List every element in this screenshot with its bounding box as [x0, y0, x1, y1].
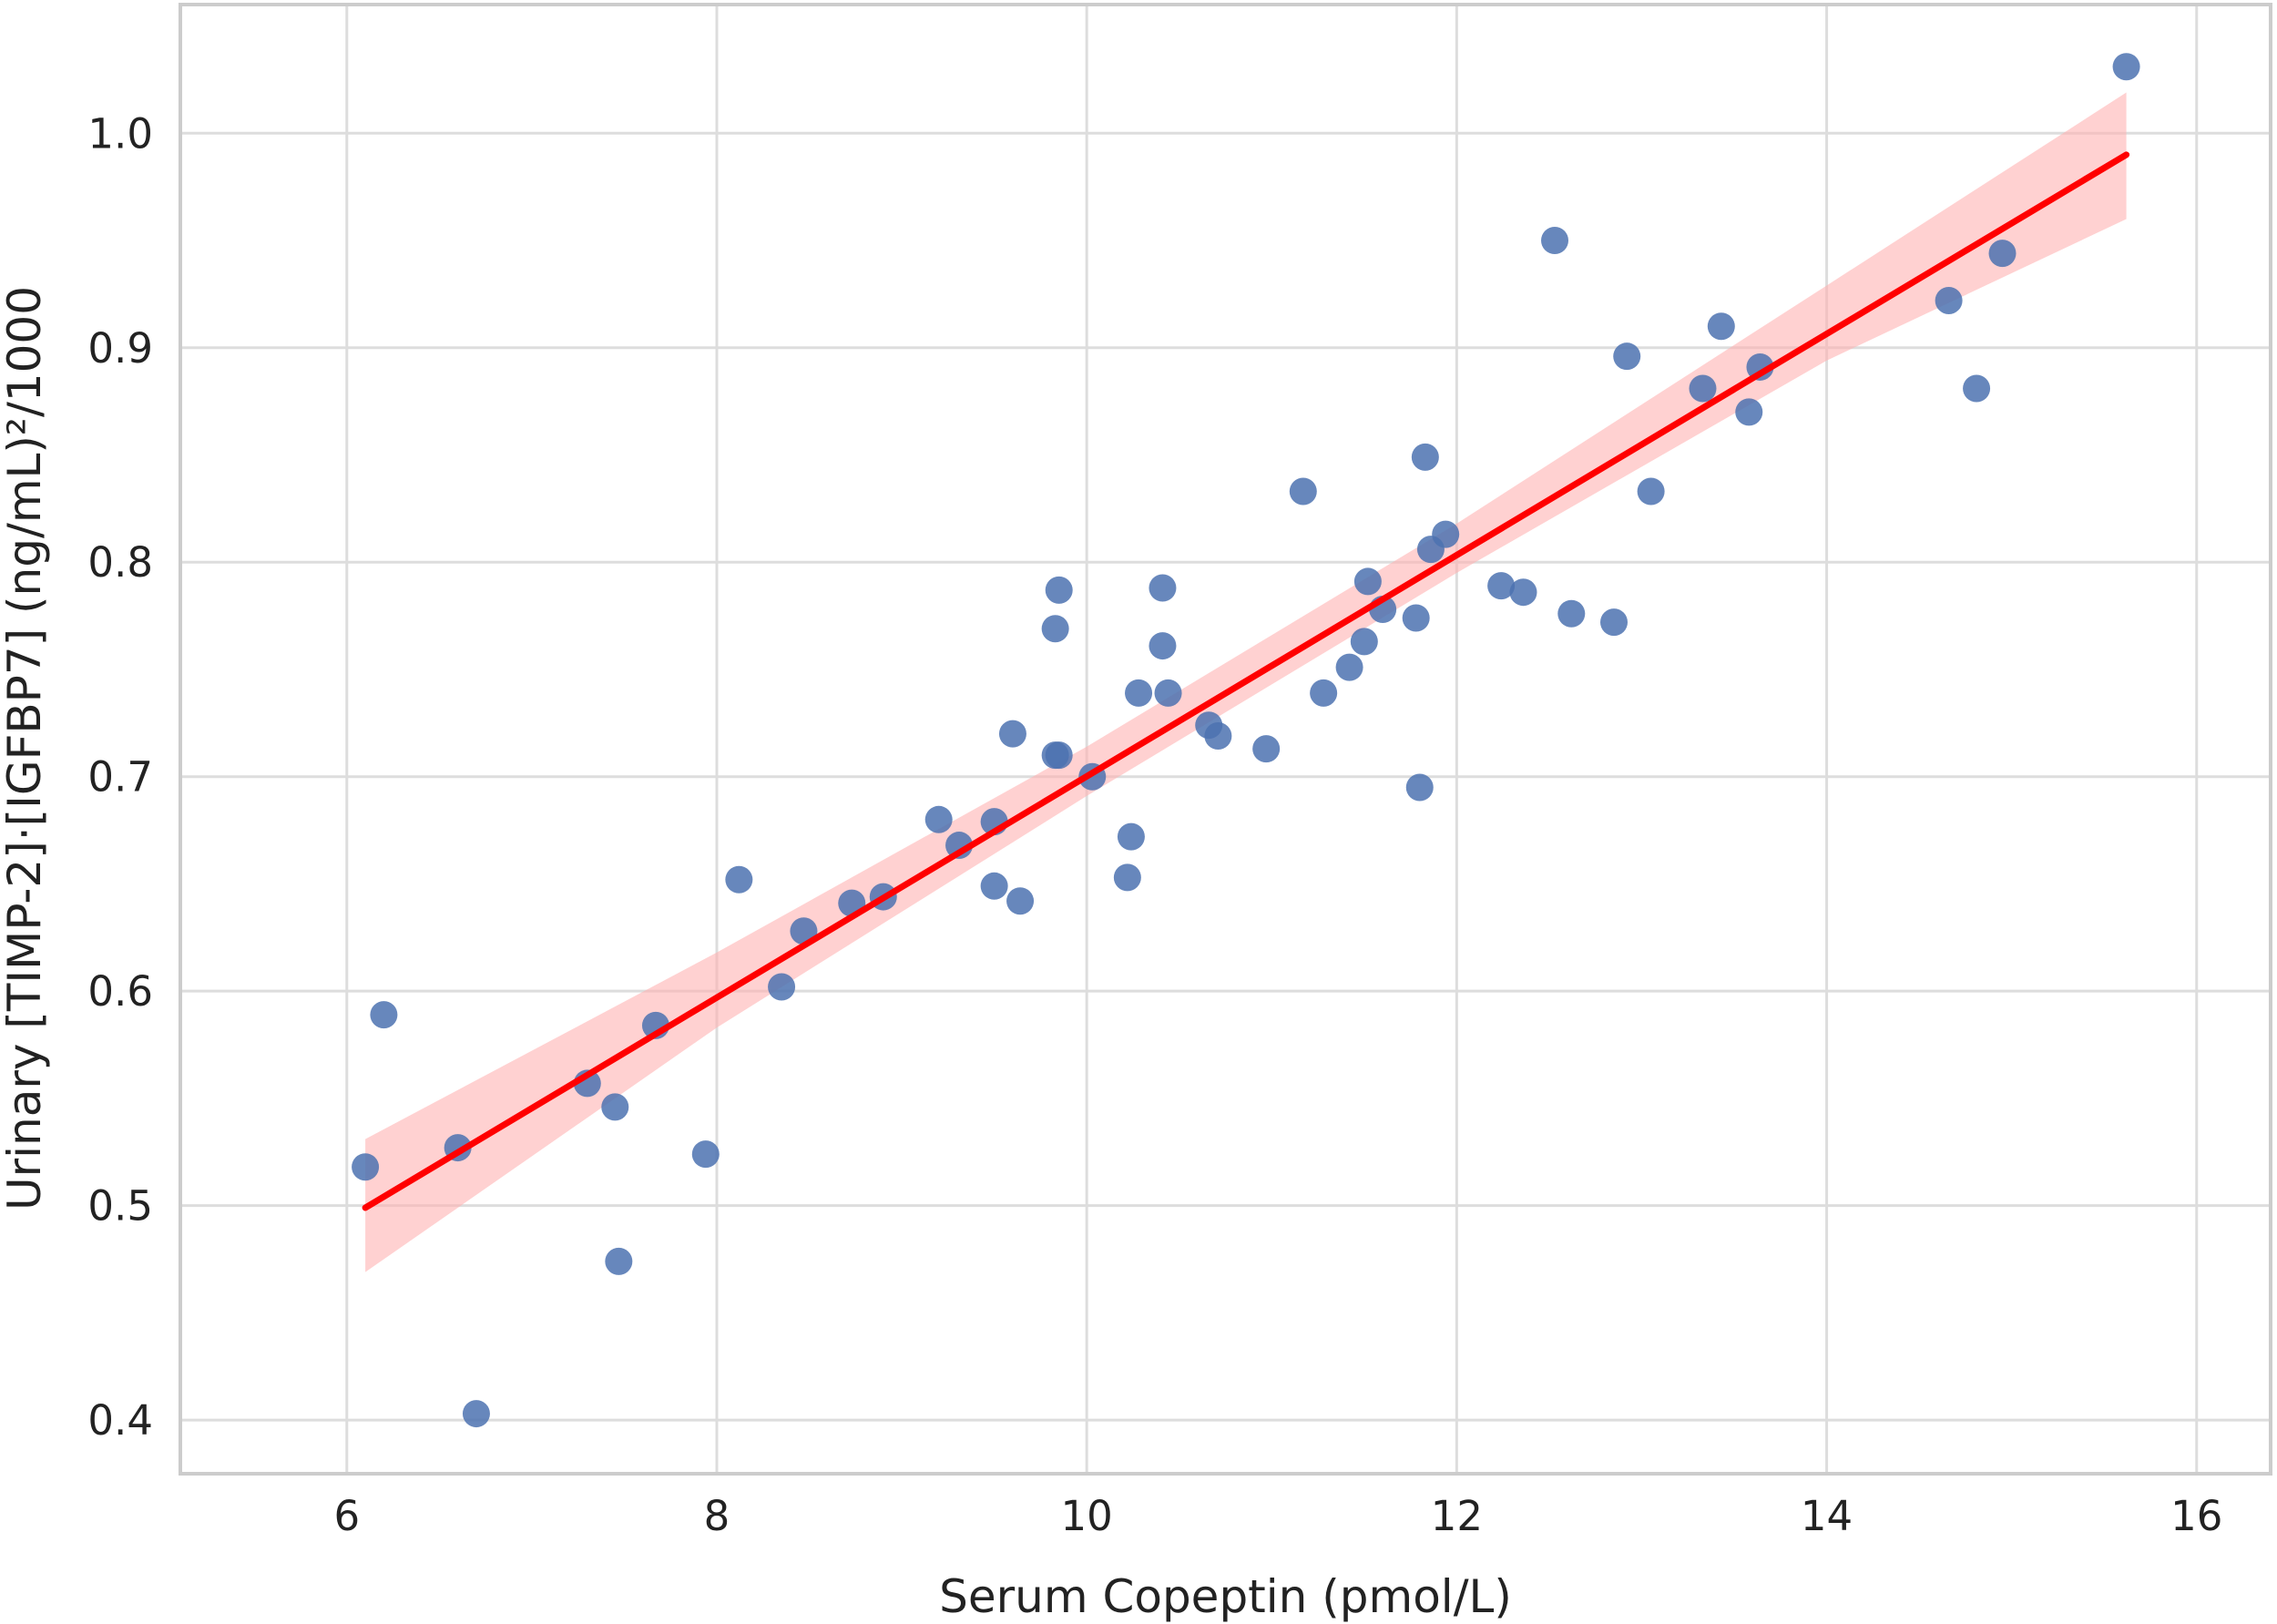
plot-frame: [179, 3, 2272, 1476]
grid: [180, 5, 2271, 1474]
data-point: [1045, 576, 1073, 604]
data-point: [1252, 735, 1281, 763]
y-tick-label: 0.4: [87, 1396, 153, 1445]
data-point: [2112, 53, 2140, 81]
data-point: [1557, 599, 1586, 628]
data-point: [924, 805, 953, 833]
data-point: [1613, 342, 1641, 371]
data-point: [370, 1001, 398, 1029]
data-point: [1006, 887, 1035, 915]
data-point: [1689, 374, 1717, 403]
data-point: [352, 1153, 380, 1181]
x-tick-label: 12: [1431, 1492, 1483, 1540]
y-axis-title: Urinary [TIMP-2]·[IGFBP7] (ng/mL)²/1000: [0, 286, 51, 1210]
data-point: [1154, 679, 1182, 707]
data-point: [1432, 520, 1460, 548]
x-tick-label: 8: [704, 1492, 730, 1540]
data-point: [1487, 572, 1516, 600]
data-point: [1935, 286, 1963, 314]
data-point: [1335, 653, 1363, 681]
regression-line: [362, 151, 2130, 1211]
x-axis-ticks: 6 8 10 12 14 16: [333, 1492, 2222, 1540]
data-point: [725, 865, 753, 894]
data-point: [1637, 477, 1665, 506]
data-point: [1204, 721, 1232, 750]
data-point: [1045, 741, 1073, 770]
data-point: [1113, 863, 1141, 892]
y-tick-label: 0.5: [87, 1182, 153, 1231]
data-point: [768, 973, 796, 1001]
x-tick-label: 6: [333, 1492, 360, 1540]
x-tick-label: 14: [1801, 1492, 1853, 1540]
data-point: [1117, 822, 1145, 851]
data-point: [1149, 632, 1177, 660]
data-point: [1963, 374, 1991, 403]
regression-line-layer: [362, 151, 2130, 1211]
x-axis-title: Serum Copeptin (pmol/L): [939, 1570, 1512, 1623]
data-point: [1041, 615, 1069, 643]
data-point: [1125, 679, 1153, 707]
y-tick-label: 0.6: [87, 967, 153, 1016]
data-point: [1600, 608, 1629, 637]
data-point: [1411, 443, 1439, 471]
data-points: [352, 53, 2140, 1428]
data-point: [1405, 773, 1434, 802]
data-point: [980, 872, 1008, 900]
data-point: [1353, 567, 1382, 596]
data-point: [1289, 477, 1317, 506]
data-point: [462, 1400, 490, 1428]
y-tick-label: 0.8: [87, 538, 153, 587]
data-point: [1310, 679, 1338, 707]
data-point: [1509, 578, 1537, 607]
data-point: [1149, 574, 1177, 602]
data-point: [691, 1140, 720, 1169]
x-tick-label: 10: [1061, 1492, 1113, 1540]
data-point: [1350, 628, 1378, 656]
y-tick-label: 0.9: [87, 324, 153, 373]
data-point: [601, 1093, 629, 1121]
data-point: [1735, 398, 1763, 426]
y-axis-ticks: 0.4 0.5 0.6 0.7 0.8 0.9 1.0: [87, 109, 153, 1445]
data-point: [1988, 240, 2017, 268]
data-point: [605, 1247, 633, 1275]
y-tick-label: 0.7: [87, 753, 153, 802]
data-point: [1402, 604, 1430, 632]
data-point: [1707, 312, 1735, 341]
data-point: [1746, 352, 1774, 381]
data-point: [1541, 227, 1569, 255]
x-tick-label: 16: [2170, 1492, 2222, 1540]
data-point: [998, 720, 1026, 748]
y-tick-label: 1.0: [87, 109, 153, 158]
